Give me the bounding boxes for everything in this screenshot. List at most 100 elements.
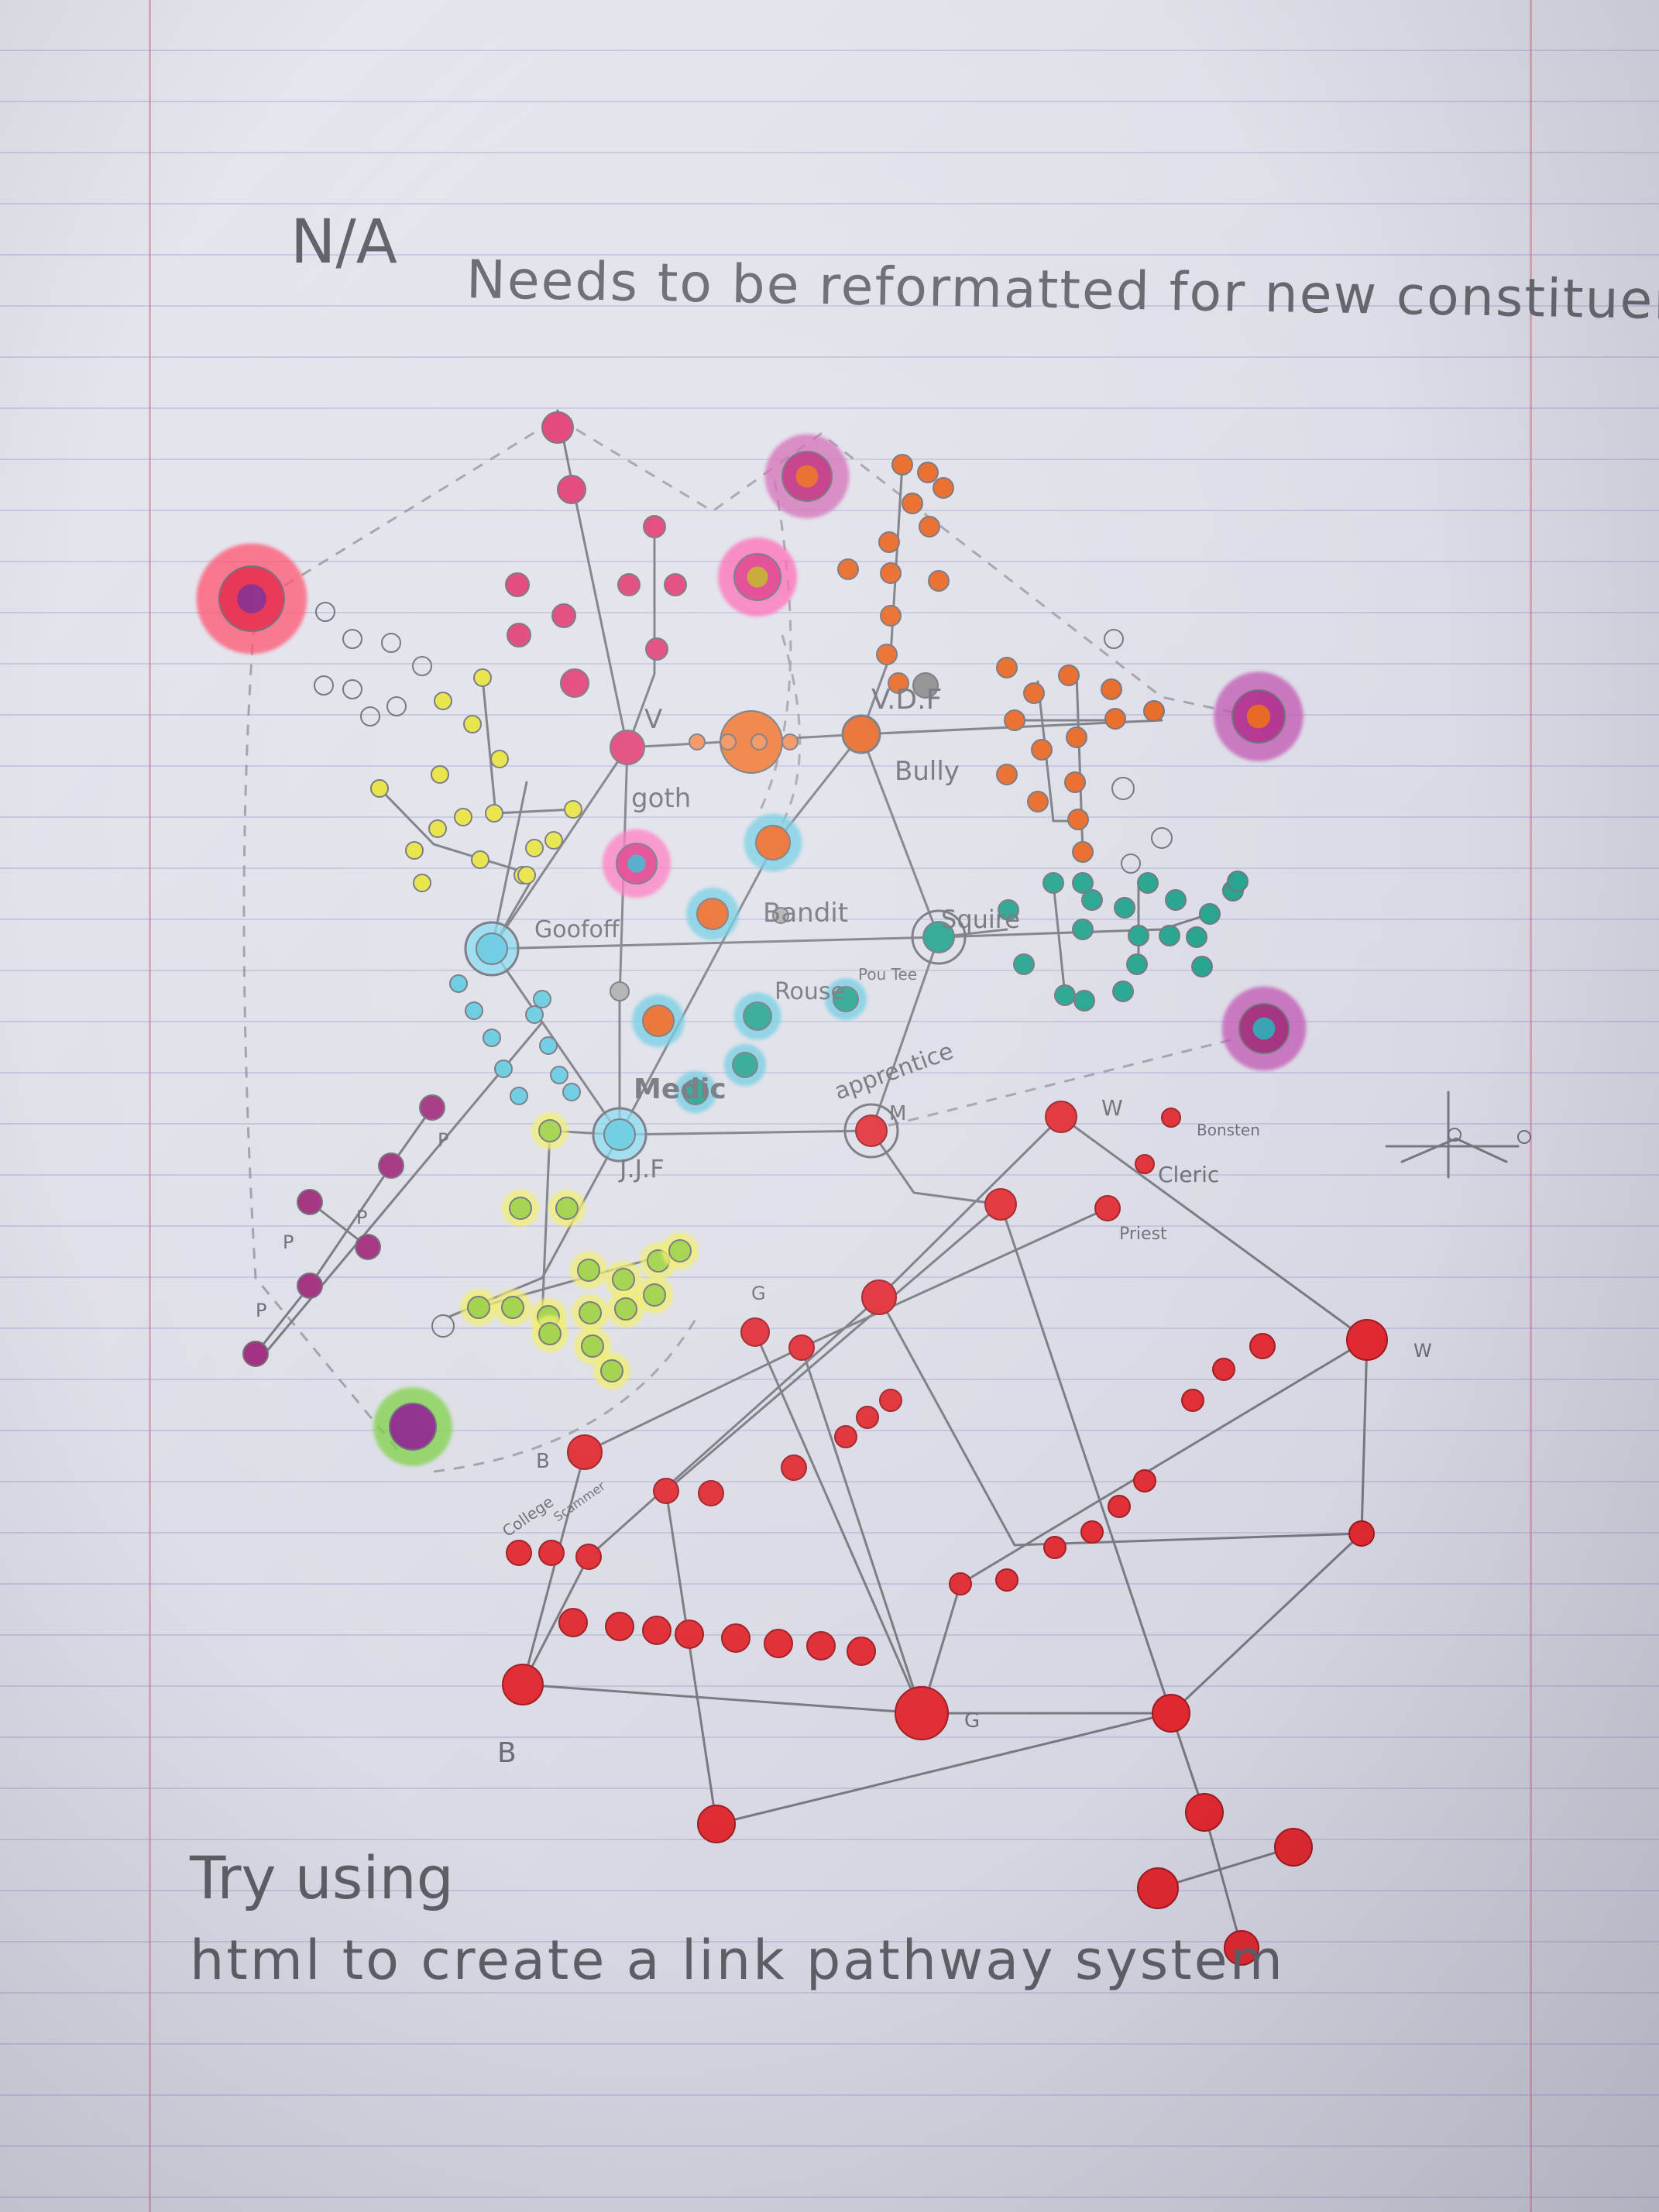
red-node [1212,1358,1235,1381]
teal-node [1114,897,1135,919]
red-node [1249,1333,1276,1359]
red-node [1045,1101,1077,1133]
cyan-node [632,994,685,1047]
cyan-node [539,1036,558,1055]
lime-node [531,1315,568,1352]
squire-hub [911,909,967,965]
orange-node [837,558,859,580]
red-node [995,1568,1018,1592]
edge [521,1451,586,1686]
na-label: N/A [290,208,397,277]
margin-sketch [1400,1137,1508,1163]
empty-node [314,675,334,696]
red-node [697,1805,736,1843]
red-node [567,1434,603,1470]
label-squire: Squire [941,905,1020,934]
orange-node [1064,771,1086,793]
empty-node [1111,777,1135,800]
lime-node [502,1190,539,1227]
red-node [781,1455,807,1481]
label-g-bottom: G [964,1709,980,1733]
teal-node [1072,919,1094,940]
pink-hub [602,829,672,898]
right-margin-line [1530,0,1532,2212]
red-node [1348,1520,1375,1547]
pink-node [551,603,576,628]
green-hub [373,1387,452,1466]
red-node [642,1616,672,1645]
empty-node [381,633,401,653]
empty-node [315,602,335,622]
red-node [538,1540,565,1566]
yellow-node [413,874,431,892]
empty-node [1121,854,1141,874]
edge [999,1203,1243,1949]
red-node [834,1425,857,1448]
purple-node [242,1341,269,1367]
lime-node [531,1112,568,1149]
edge [521,1683,1173,1715]
orange-node [1004,709,1025,731]
empty-node [342,679,362,699]
red-node [1181,1389,1204,1412]
pink-node [610,730,645,765]
edge [754,1331,923,1715]
red-node [575,1544,602,1570]
footer-note-line-2: html to create a link pathway system [190,1929,1285,1992]
red-node [806,1631,836,1661]
pink-node [541,411,574,444]
red-node [1274,1828,1313,1867]
label-vdf: V.D.F [871,684,942,716]
pink-hub [764,434,850,519]
orange-node [1066,726,1087,748]
edge [878,1296,1363,1547]
pink-node [557,475,586,504]
teal-node [1013,953,1035,975]
teal-node [1126,953,1148,975]
yellow-node [473,668,492,687]
cyan-node [449,974,468,993]
label-rouse: Rouse [775,978,845,1005]
red-node [675,1620,704,1649]
teal-node [1072,872,1094,894]
apprentice-hub [843,1103,899,1159]
red-node [856,1406,879,1429]
edge [618,1129,873,1136]
margin-sketch-node [1517,1130,1531,1144]
cyan-node [824,977,867,1021]
red-node [1224,1930,1259,1966]
red-node [861,1279,897,1315]
yellow-node [564,800,582,819]
label-g-mid: G [751,1283,766,1304]
red-node [949,1572,972,1595]
lime-node [593,1352,630,1389]
cyan-node [483,1029,501,1047]
label-p-1: P [438,1129,448,1151]
label-medic: Medic [634,1073,726,1105]
red-node [1108,1495,1131,1518]
teal-node [1199,903,1221,925]
label-m: M [889,1102,906,1125]
label-pou-tee: Pou Tee [858,965,917,984]
label-goth: goth [631,783,691,814]
red-node [502,1664,544,1705]
lime-node [570,1252,607,1289]
edge [1156,1846,1295,1890]
red-node [1152,1694,1190,1733]
edge [1052,881,1066,997]
purple-node [419,1094,445,1121]
orange-node [750,733,768,750]
label-bandit: Bandit [763,898,848,929]
edge [1170,1532,1363,1715]
edge [490,936,940,950]
label-p-4: P [256,1300,266,1321]
red-node [984,1188,1017,1221]
orange-node [878,531,900,553]
edge [262,1021,544,1357]
orange-node [902,493,923,514]
lime-node [574,1328,611,1365]
red-node [895,1686,949,1740]
empty-node [386,696,407,716]
empty-node [1104,629,1124,649]
yellow-node [431,765,449,784]
